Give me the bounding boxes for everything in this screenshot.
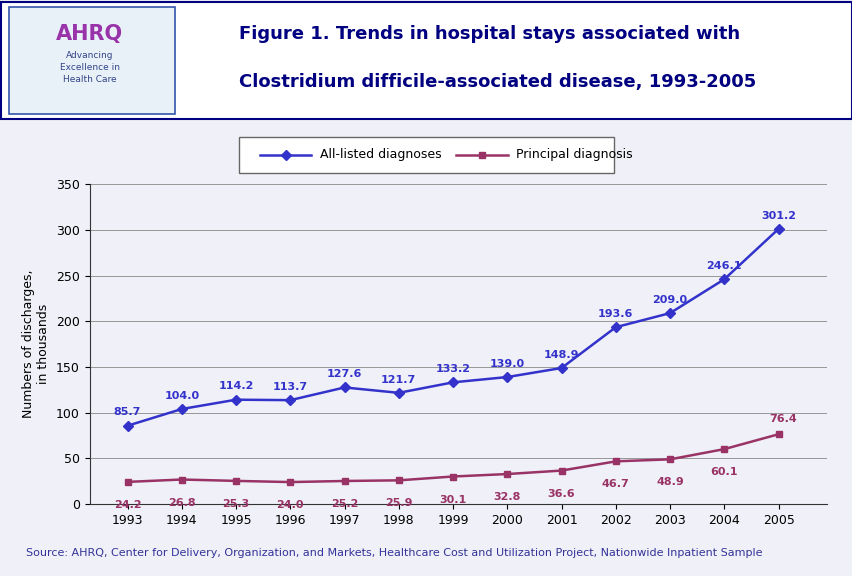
Text: AHRQ: AHRQ bbox=[56, 24, 123, 44]
Text: 301.2: 301.2 bbox=[760, 211, 795, 221]
Text: 127.6: 127.6 bbox=[326, 369, 362, 379]
Text: 60.1: 60.1 bbox=[710, 467, 737, 477]
Text: 46.7: 46.7 bbox=[602, 479, 629, 490]
Text: 209.0: 209.0 bbox=[652, 295, 687, 305]
Y-axis label: Numbers of discharges,
in thousands: Numbers of discharges, in thousands bbox=[22, 270, 50, 418]
Text: 193.6: 193.6 bbox=[597, 309, 633, 319]
Text: Principal diagnosis: Principal diagnosis bbox=[515, 149, 632, 161]
Text: 24.2: 24.2 bbox=[113, 500, 141, 510]
Text: 48.9: 48.9 bbox=[655, 478, 683, 487]
Text: 26.8: 26.8 bbox=[168, 498, 195, 507]
Text: 25.2: 25.2 bbox=[331, 499, 358, 509]
Text: Source: AHRQ, Center for Delivery, Organization, and Markets, Healthcare Cost an: Source: AHRQ, Center for Delivery, Organ… bbox=[26, 548, 761, 558]
Text: 32.8: 32.8 bbox=[493, 492, 521, 502]
Text: 30.1: 30.1 bbox=[439, 495, 466, 505]
Text: 25.3: 25.3 bbox=[222, 499, 250, 509]
Text: 114.2: 114.2 bbox=[218, 381, 253, 391]
Text: 85.7: 85.7 bbox=[113, 407, 141, 418]
Text: 133.2: 133.2 bbox=[435, 364, 470, 374]
FancyBboxPatch shape bbox=[1, 2, 851, 119]
FancyBboxPatch shape bbox=[239, 138, 613, 173]
Text: 139.0: 139.0 bbox=[489, 359, 524, 369]
Text: 148.9: 148.9 bbox=[544, 350, 579, 359]
Text: 76.4: 76.4 bbox=[768, 415, 796, 425]
Text: 246.1: 246.1 bbox=[705, 261, 741, 271]
Text: Advancing
Excellence in
Health Care: Advancing Excellence in Health Care bbox=[60, 51, 119, 84]
Text: 25.9: 25.9 bbox=[384, 498, 412, 509]
Text: 36.6: 36.6 bbox=[547, 488, 575, 499]
Text: Clostridium difficile-associated disease, 1993-2005: Clostridium difficile-associated disease… bbox=[239, 73, 755, 91]
FancyBboxPatch shape bbox=[9, 7, 175, 113]
Text: 104.0: 104.0 bbox=[164, 391, 199, 401]
Text: 24.0: 24.0 bbox=[276, 500, 303, 510]
Text: 113.7: 113.7 bbox=[273, 382, 308, 392]
Text: Figure 1. Trends in hospital stays associated with: Figure 1. Trends in hospital stays assoc… bbox=[239, 25, 739, 43]
Text: All-listed diagnoses: All-listed diagnoses bbox=[320, 149, 441, 161]
Text: 121.7: 121.7 bbox=[381, 374, 416, 385]
